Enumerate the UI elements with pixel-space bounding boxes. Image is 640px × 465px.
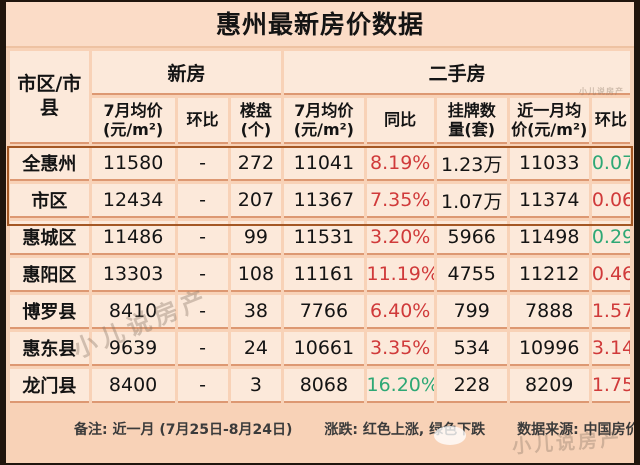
cell-projects: 38 bbox=[230, 295, 282, 329]
cell-new-mom: - bbox=[177, 147, 228, 181]
cell-new-price: 13303 bbox=[91, 258, 175, 292]
cell-used-price: 11367 bbox=[284, 184, 364, 218]
cell-projects: 108 bbox=[230, 258, 282, 292]
cell-listings: 228 bbox=[436, 369, 507, 403]
cell-yoy: 16.20% bbox=[366, 369, 434, 403]
cell-mom: 0.06% bbox=[591, 184, 630, 218]
cell-yoy: 8.19% bbox=[366, 147, 434, 181]
cell-yoy: 7.35% bbox=[366, 184, 434, 218]
table-row: 惠阳区 13303 - 108 11161 11.19% 4755 11212 … bbox=[10, 258, 630, 292]
col-header-projects: 楼盘 (个) bbox=[230, 98, 282, 144]
col-header-yoy: 同比 bbox=[366, 98, 434, 144]
cell-new-mom: - bbox=[177, 369, 228, 403]
cell-new-mom: - bbox=[177, 258, 228, 292]
col-header-mom: 环比 bbox=[591, 98, 630, 144]
cell-mom: 1.57% bbox=[591, 295, 630, 329]
price-sheet: 惠州最新房价数据 市区/市 县 新房 二手房 7月均价 (元/m²) 环比 楼盘… bbox=[6, 2, 634, 463]
table-row: 博罗县 8410 - 38 7766 6.40% 799 7888 1.57% bbox=[10, 295, 630, 329]
cell-district: 惠东县 bbox=[10, 332, 89, 366]
cell-recent-price: 11374 bbox=[509, 184, 589, 218]
cell-district: 龙门县 bbox=[10, 369, 89, 403]
cell-district: 惠阳区 bbox=[10, 258, 89, 292]
cell-recent-price: 7888 bbox=[509, 295, 589, 329]
cell-district: 惠城区 bbox=[10, 221, 89, 255]
table-row: 惠城区 11486 - 99 11531 3.20% 5966 11498 0.… bbox=[10, 221, 630, 255]
cell-district: 博罗县 bbox=[10, 295, 89, 329]
footer-note-bar: 备注: 近一月 (7月25日-8月24日) 涨跌: 红色上涨, 绿色下跌 数据来… bbox=[6, 406, 634, 439]
cell-yoy: 11.19% bbox=[366, 258, 434, 292]
cell-mom: 0.29% bbox=[591, 221, 630, 255]
group-header-new: 新房 bbox=[91, 51, 282, 95]
cell-recent-price: 11033 bbox=[509, 147, 589, 181]
table-row: 龙门县 8400 - 3 8068 16.20% 228 8209 1.75% bbox=[10, 369, 630, 403]
cell-new-price: 8400 bbox=[91, 369, 175, 403]
cell-district: 全惠州 bbox=[10, 147, 89, 181]
header-group-row: 市区/市 县 新房 二手房 bbox=[10, 51, 630, 144]
cell-yoy: 3.20% bbox=[366, 221, 434, 255]
cell-mom: 0.07% bbox=[591, 147, 630, 181]
col-header-listings: 挂牌数 量(套) bbox=[436, 98, 507, 144]
cell-new-price: 9639 bbox=[91, 332, 175, 366]
cell-recent-price: 10996 bbox=[509, 332, 589, 366]
cell-new-mom: - bbox=[177, 332, 228, 366]
cell-listings: 799 bbox=[436, 295, 507, 329]
page-title: 惠州最新房价数据 bbox=[6, 2, 634, 48]
cell-new-price: 11486 bbox=[91, 221, 175, 255]
price-table: 市区/市 县 新房 二手房 7月均价 (元/m²) 环比 楼盘 (个) 7月均价… bbox=[7, 48, 633, 406]
cell-used-price: 7766 bbox=[284, 295, 364, 329]
cell-projects: 24 bbox=[230, 332, 282, 366]
footer-legend: 涨跌: 红色上涨, 绿色下跌 bbox=[324, 422, 486, 438]
cell-projects: 99 bbox=[230, 221, 282, 255]
cell-listings: 534 bbox=[436, 332, 507, 366]
footer-source: 数据来源: 中国房价行情 bbox=[517, 422, 634, 438]
cell-used-price: 8068 bbox=[284, 369, 364, 403]
col-header-used-price: 7月均价 (元/m²) bbox=[284, 98, 364, 144]
footer-note: 备注: 近一月 (7月25日-8月24日) bbox=[74, 422, 293, 438]
cell-mom: 0.46% bbox=[591, 258, 630, 292]
cell-projects: 207 bbox=[230, 184, 282, 218]
cell-used-price: 11041 bbox=[284, 147, 364, 181]
cell-recent-price: 11212 bbox=[509, 258, 589, 292]
cell-yoy: 3.35% bbox=[366, 332, 434, 366]
cell-projects: 272 bbox=[230, 147, 282, 181]
cell-used-price: 10661 bbox=[284, 332, 364, 366]
cell-new-price: 12434 bbox=[91, 184, 175, 218]
cell-listings: 1.23万 bbox=[436, 147, 507, 181]
cell-mom: 3.14% bbox=[591, 332, 630, 366]
table-row: 全惠州 11580 - 272 11041 8.19% 1.23万 11033 … bbox=[10, 147, 630, 181]
col-header-new-mom: 环比 bbox=[177, 98, 228, 144]
cell-used-price: 11161 bbox=[284, 258, 364, 292]
corner-header: 市区/市 县 bbox=[10, 51, 89, 144]
cell-new-mom: - bbox=[177, 221, 228, 255]
cell-recent-price: 8209 bbox=[509, 369, 589, 403]
cell-used-price: 11531 bbox=[284, 221, 364, 255]
col-header-new-price: 7月均价 (元/m²) bbox=[91, 98, 175, 144]
cell-listings: 1.07万 bbox=[436, 184, 507, 218]
cell-listings: 5966 bbox=[436, 221, 507, 255]
cell-mom: 1.75% bbox=[591, 369, 630, 403]
table-row: 惠东县 9639 - 24 10661 3.35% 534 10996 3.14… bbox=[10, 332, 630, 366]
cell-district: 市区 bbox=[10, 184, 89, 218]
cell-new-mom: - bbox=[177, 184, 228, 218]
cell-projects: 3 bbox=[230, 369, 282, 403]
header-sub-row: 7月均价 (元/m²) 环比 楼盘 (个) 7月均价 (元/m²) 同比 挂牌数… bbox=[10, 98, 630, 144]
cell-listings: 4755 bbox=[436, 258, 507, 292]
cell-yoy: 6.40% bbox=[366, 295, 434, 329]
col-header-recent-price: 近一月均 价(元/m²) bbox=[509, 98, 589, 144]
group-header-used: 二手房 bbox=[284, 51, 630, 95]
cell-new-price: 8410 bbox=[91, 295, 175, 329]
cell-new-price: 11580 bbox=[91, 147, 175, 181]
cell-recent-price: 11498 bbox=[509, 221, 589, 255]
cell-new-mom: - bbox=[177, 295, 228, 329]
table-row: 市区 12434 - 207 11367 7.35% 1.07万 11374 0… bbox=[10, 184, 630, 218]
